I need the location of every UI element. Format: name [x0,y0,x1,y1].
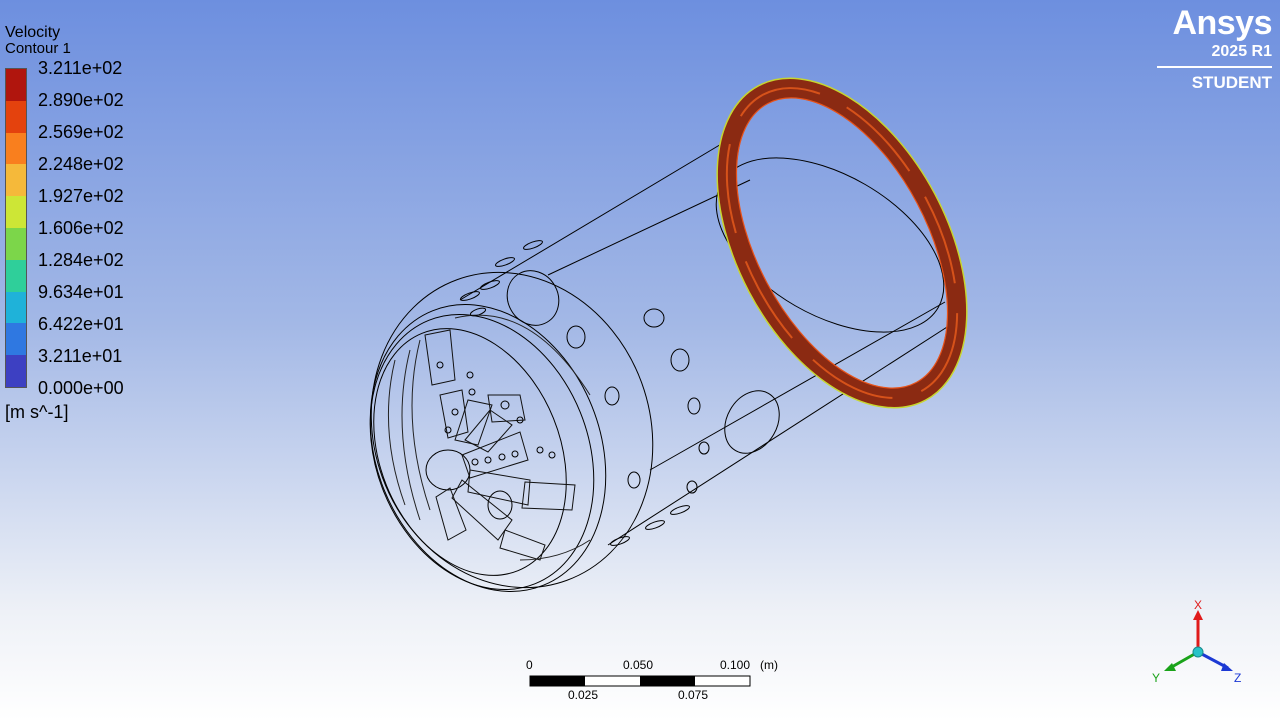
brand-version: 2025 R1 [1211,43,1273,60]
axis-y-label: Y [1152,671,1160,685]
casing-mid-line [547,179,751,276]
legend-tick-label: 6.422e+01 [38,314,124,334]
color-band [6,132,26,165]
velocity-legend: Velocity Contour 1 3.211e+02 2.890e+02 2.5… [5,24,205,424]
axis-x-label: X [1194,598,1202,612]
legend-tick-label: 1.606e+02 [38,218,124,238]
brand-divider [1157,66,1272,68]
legend-tick-label: 2.248e+02 [38,154,124,174]
legend-subtitle: Contour 1 [5,40,71,57]
casing-top-line [459,139,729,301]
legend-tick-label: 9.634e+01 [38,282,124,302]
color-band [6,100,26,133]
color-bar [5,68,27,388]
scale-units: (m) [760,658,778,672]
color-band [6,259,26,292]
legend-title: Velocity [5,24,61,41]
legend-tick-label: 0.000e+00 [38,378,124,398]
ansys-logo: Ansys 2025 R1 STUDENT [1147,4,1273,93]
legend-tick-label: 2.890e+02 [38,90,124,110]
scale-label-0100: 0.100 [720,658,751,672]
legend-tick-label: 2.569e+02 [38,122,124,142]
brand-name: Ansys [1172,4,1272,42]
scale-label-0025: 0.025 [568,688,599,702]
color-band [6,69,26,101]
casing-bottom-line [607,319,959,546]
legend-tick-label: 1.284e+02 [38,250,124,270]
combustor-front-assembly [369,271,654,592]
legend-tick-label: 3.211e+02 [38,58,123,78]
axis-triad: X Y Z [1152,598,1241,685]
scale-label-0075: 0.075 [678,688,709,702]
casing-mid-line-2 [649,301,946,471]
color-band [6,227,26,260]
color-band [6,164,26,197]
brand-edition: STUDENT [1191,73,1272,92]
legend-tick-label: 1.927e+02 [38,186,124,206]
legend-units: [m s^-1] [5,402,69,422]
scale-bar [529,675,751,687]
outlet-ring-contour [716,77,968,409]
color-band [6,196,26,228]
scale-label-0050: 0.050 [623,658,654,672]
dilution-holes [460,240,780,546]
color-band [6,355,26,387]
legend-tick-label: 3.211e+01 [38,346,123,366]
color-band [6,323,26,356]
color-band [6,291,26,324]
axis-z-label: Z [1234,671,1241,685]
scale-label-0: 0 [526,658,533,672]
